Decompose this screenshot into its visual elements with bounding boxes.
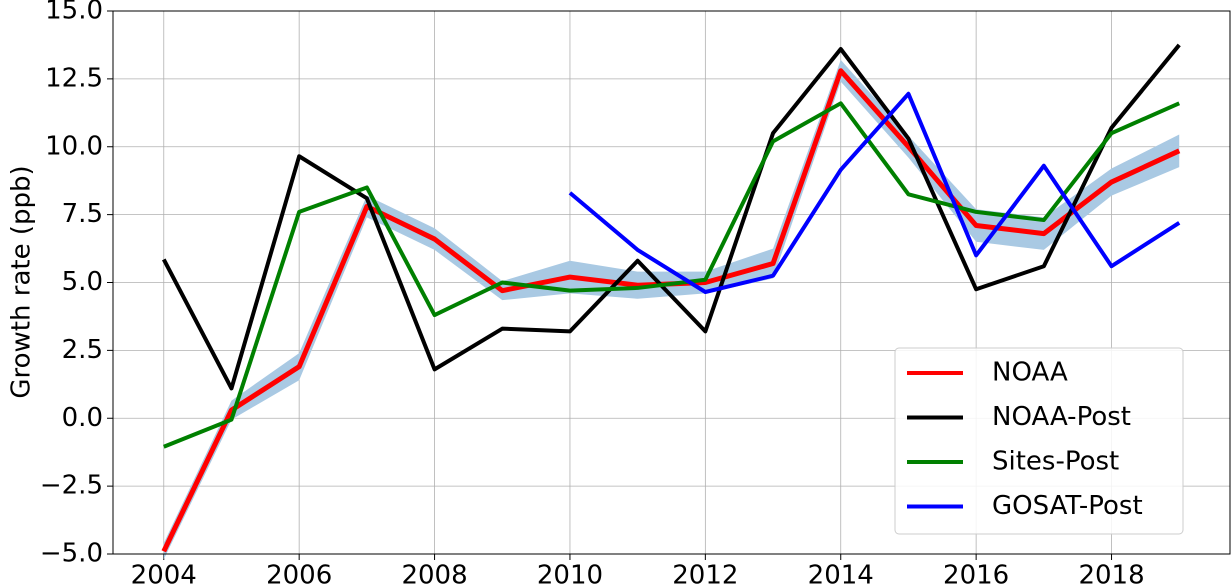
y-tick-label: 10.0 (45, 131, 103, 161)
y-axis-label: Growth rate (ppb) (7, 165, 37, 398)
x-tick-label: 2008 (401, 561, 467, 585)
y-tick-label: 0.0 (62, 403, 103, 433)
plot-frame (112, 10, 1231, 555)
legend-label: NOAA (992, 358, 1068, 388)
x-tick-label: 2016 (943, 561, 1009, 585)
y-tick-label: −2.5 (40, 471, 103, 501)
x-tick-label: 2018 (1078, 561, 1144, 585)
x-tick-label: 2014 (808, 561, 874, 585)
legend-label: Sites-Post (992, 447, 1119, 477)
legend-box (894, 347, 1184, 535)
series-line (162, 43, 1181, 391)
legend: NOAA NOAA-Post Sites-Post GOSAT-Post (894, 347, 1184, 535)
y-tick-label: 5.0 (62, 267, 103, 297)
y-tick-label: 12.5 (45, 63, 103, 93)
x-tick-label: 2006 (266, 561, 332, 585)
legend-label: NOAA-Post (992, 402, 1131, 432)
series-line (163, 101, 1181, 449)
x-tick-label: 2004 (131, 561, 197, 585)
y-tick-label: 2.5 (62, 335, 103, 365)
series-line (568, 91, 1181, 295)
y-tick-label: −5.0 (40, 539, 103, 569)
x-tick-label: 2012 (672, 561, 738, 585)
legend-label: GOSAT-Post (992, 491, 1143, 521)
y-tick-label: 15.0 (45, 0, 103, 26)
x-tick-label: 2010 (537, 561, 603, 585)
y-tick-label: 7.5 (62, 199, 103, 229)
